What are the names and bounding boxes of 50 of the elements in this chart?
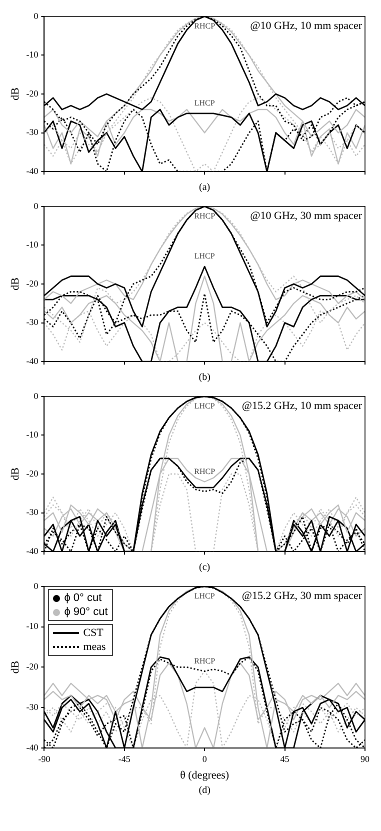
text: (d) [198,784,212,798]
y-tick-label: -30 [26,127,39,138]
y-axis-title: dB [9,468,22,480]
y-tick-label: -40 [26,356,39,366]
y-tick-label: 0 [34,10,39,21]
y-tick-label: -30 [26,317,39,328]
annotation: LHCP [194,401,216,410]
y-tick-label: -10 [26,621,39,632]
annotation: ϕ 0° cut [64,591,102,606]
y-tick-label: -30 [26,507,39,518]
annotation: @10 GHz, 10 mm spacer [250,20,362,32]
x-tick-label: -45 [118,754,131,764]
annotation: ϕ 90° cut [64,605,108,620]
annotation: RHCP [194,21,216,30]
y-tick-label: -40 [26,166,39,176]
x-tick-label: -90 [38,754,51,764]
annotation: RHCP [194,656,216,666]
annotation: RHCP [194,466,216,476]
text: (a) [198,181,212,195]
y-tick-label: 0 [34,390,39,401]
y-axis-title: dB [9,660,22,674]
x-tick-label: 0 [202,754,208,764]
annotation: CST [83,626,104,640]
y-tick-label: -20 [26,662,39,672]
y-tick-label: -30 [26,702,39,712]
y-tick-label: -20 [26,88,39,98]
y-axis-title: dB [9,88,22,100]
annotation: @10 GHz, 30 mm spacer [250,210,362,222]
text: (c) [198,561,212,575]
annotation: LHCP [194,591,216,600]
annotation: meas [83,640,106,654]
y-axis-title: dB [9,278,22,290]
y-tick-label: -10 [26,240,39,250]
y-tick-label: 0 [34,580,39,591]
y-tick-label: -20 [26,468,39,478]
annotation: LHCP [194,252,216,261]
annotation: RHCP [194,211,216,220]
x-axis-title: θ (degrees) [180,769,230,782]
y-tick-label: -20 [26,278,39,288]
annotation: @15.2 GHz, 10 mm spacer [242,400,362,412]
annotation: LHCP [194,98,216,108]
y-tick-label: -40 [26,546,39,556]
annotation: @15.2 GHz, 30 mm spacer [242,590,362,602]
x-tick-label: 90 [360,754,370,764]
y-tick-label: -10 [26,50,39,60]
x-tick-label: 45 [280,754,290,764]
y-tick-label: -10 [26,430,39,440]
y-tick-label: -40 [26,742,39,752]
y-tick-label: 0 [34,200,39,211]
text: (b) [198,371,212,385]
